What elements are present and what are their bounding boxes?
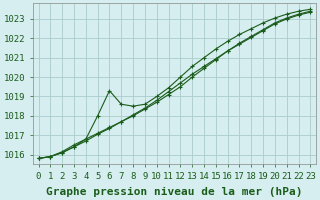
- X-axis label: Graphe pression niveau de la mer (hPa): Graphe pression niveau de la mer (hPa): [46, 186, 303, 197]
